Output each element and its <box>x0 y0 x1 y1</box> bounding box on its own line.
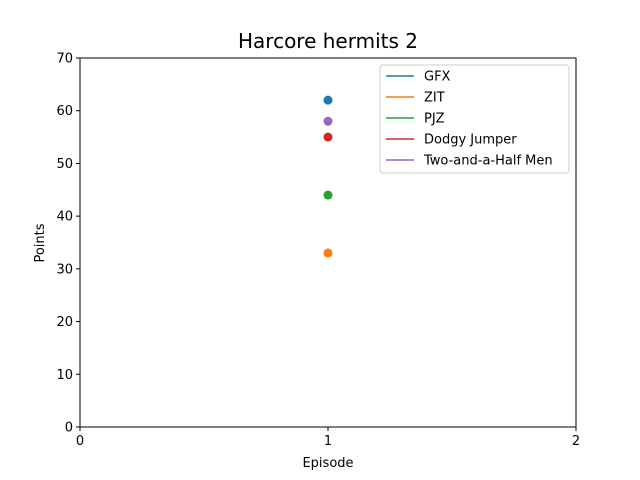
legend-label: Two-and-a-Half Men <box>423 154 553 169</box>
data-point <box>323 95 333 105</box>
legend-label: GFX <box>424 70 451 85</box>
legend-box <box>379 64 570 174</box>
y-tick-label: 60 <box>56 104 73 119</box>
legend: GFX ZIT PJZ Dodgy Jumper Two-and-a-Half Men <box>379 64 570 174</box>
y-axis-ticks: 0 10 20 30 40 50 60 70 <box>56 52 80 436</box>
data-point <box>323 116 333 126</box>
x-tick-label: 2 <box>572 434 580 449</box>
legend-label: PJZ <box>424 112 445 127</box>
x-tick-label: 0 <box>76 434 84 449</box>
data-points <box>323 95 333 258</box>
chart-title: Harcore hermits 2 <box>238 29 418 53</box>
x-axis-ticks: 0 1 2 <box>76 427 580 449</box>
y-tick-label: 10 <box>56 368 73 383</box>
legend-label: ZIT <box>424 91 445 106</box>
data-point <box>323 132 333 142</box>
x-axis-label: Episode <box>302 456 353 471</box>
y-axis-label: Points <box>33 223 48 262</box>
data-point <box>323 190 333 200</box>
y-tick-label: 40 <box>56 210 73 225</box>
y-tick-label: 30 <box>56 262 73 277</box>
x-tick-label: 1 <box>324 434 332 449</box>
y-tick-label: 0 <box>65 421 73 436</box>
y-tick-label: 20 <box>56 315 73 330</box>
legend-label: Dodgy Jumper <box>424 133 517 148</box>
data-point <box>323 248 333 258</box>
y-tick-label: 70 <box>56 52 73 67</box>
y-tick-label: 50 <box>56 157 73 172</box>
